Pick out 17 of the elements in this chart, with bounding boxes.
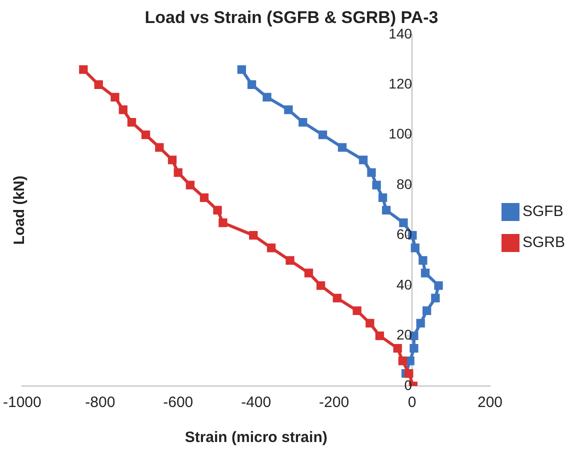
legend-label: SGRB [522, 234, 566, 252]
legend-label: SGFB [522, 203, 564, 220]
y-tick-label: 100 [388, 126, 412, 142]
y-tick-label: 120 [388, 75, 412, 92]
y-tick-label: 40 [396, 276, 412, 292]
y-tick-label: 80 [396, 176, 412, 192]
x-tick-label: -200 [319, 394, 350, 412]
x-tick-label: -400 [241, 394, 272, 412]
x-axis-title: Strain (micro strain) [184, 429, 328, 446]
y-tick-label: 0 [404, 376, 412, 393]
chart-title: Load vs Strain (SGFB & SGRB) PA-3 [144, 8, 438, 27]
y-tick-label: 140 [388, 25, 412, 42]
x-tick-label: -800 [85, 394, 116, 412]
x-tick-label: -1000 [2, 394, 42, 412]
y-axis-title: Load (kN) [11, 176, 28, 245]
x-tick-label: 200 [477, 394, 503, 412]
x-tick-label: -600 [163, 394, 194, 412]
